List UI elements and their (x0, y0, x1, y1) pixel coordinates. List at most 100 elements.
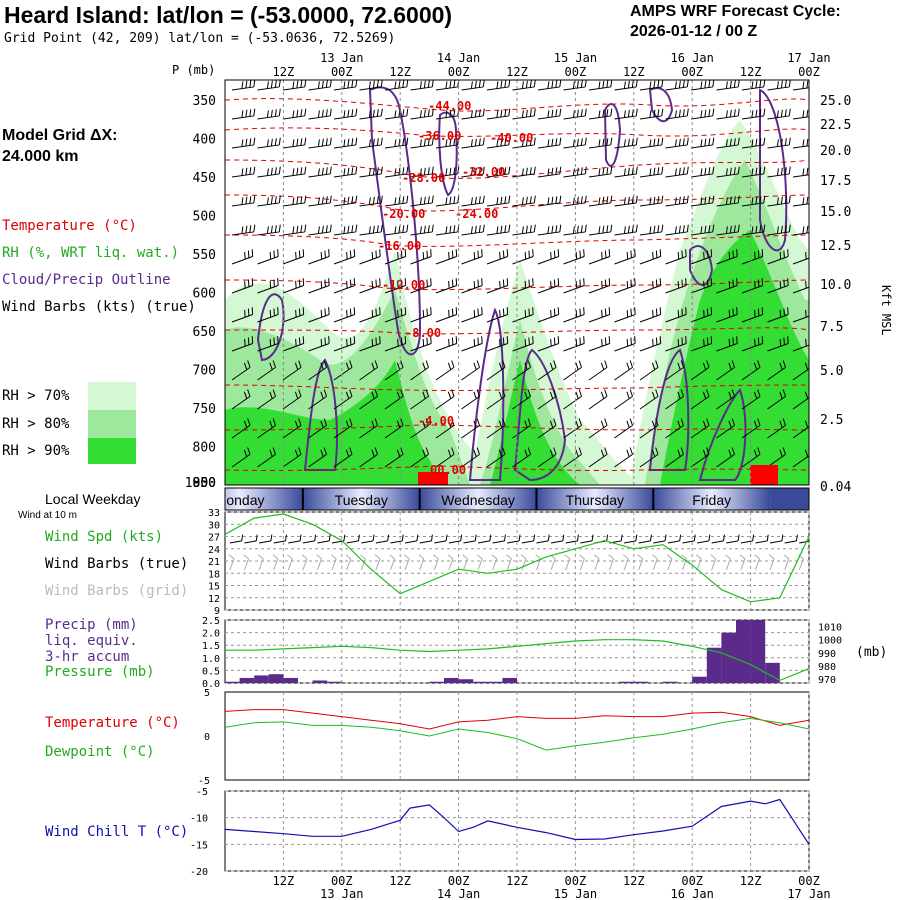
wind-barb (486, 389, 506, 410)
wind-barb (231, 389, 251, 410)
wind-barb (461, 389, 480, 410)
wind-barb (741, 389, 761, 410)
grid-wind-barb (447, 554, 454, 571)
wind-barb (308, 80, 332, 91)
precip-bar (254, 675, 269, 683)
surface-wind-barb (361, 534, 375, 544)
grid-wind-barb (257, 554, 264, 571)
precip-tick: 1.5 (202, 641, 220, 652)
surface-wind-barb (390, 534, 404, 544)
wind-barb (537, 307, 560, 323)
wind-barb (435, 360, 455, 381)
temp-panel: 5 0 -5 Temperature (°C) Dewpoint (°C) (45, 688, 810, 787)
wind-barb (231, 278, 254, 294)
wind-barb (359, 80, 383, 91)
precip-bar (225, 681, 240, 683)
wind-barb (257, 389, 276, 410)
wind-barb (308, 224, 332, 236)
wind-barb (614, 108, 638, 120)
wind-barb (614, 249, 636, 265)
wind-barb (384, 278, 407, 294)
wind-barb (410, 224, 434, 236)
precip-bar (765, 662, 780, 683)
wind-barb (767, 108, 791, 120)
wind-barb (588, 224, 613, 236)
wind-barb (537, 80, 562, 91)
grid-wind-barb (768, 554, 775, 571)
precip-bar (633, 681, 649, 683)
wind-barb (282, 418, 302, 439)
wind-barb (410, 80, 434, 91)
pressure-label: Pressure (mb) (45, 664, 155, 680)
wind-barb (690, 336, 713, 352)
wind-barb (359, 108, 383, 120)
wind-barb (741, 80, 766, 91)
wind-barb (614, 418, 633, 439)
wind-barb (767, 360, 786, 381)
grid-wind-barb (579, 554, 585, 571)
wind-barb (282, 389, 302, 410)
grid-wind-barb (374, 554, 381, 571)
pressure-tick: 1000 (818, 636, 842, 647)
wind-barb (563, 166, 587, 178)
dewpoint-line (225, 717, 809, 751)
precip-bar (721, 632, 736, 683)
wind-barb (767, 278, 789, 294)
wind-barb (282, 80, 307, 91)
height-tick: 15.0 (820, 205, 851, 220)
wind-barb (665, 224, 689, 236)
precip-tick: 2.5 (202, 616, 220, 627)
wind-barb (435, 389, 455, 410)
wind-barb (359, 389, 378, 410)
wind-barb (359, 307, 381, 323)
wind-barb (563, 80, 587, 91)
grid-wind-barb (345, 554, 352, 571)
wind-barb (690, 224, 715, 236)
top-hour-label: 00Z (798, 65, 820, 79)
wind-barb (792, 389, 809, 410)
wind-barb (767, 249, 789, 265)
surface-wind-barb (448, 534, 463, 544)
precip-tick: 2.0 (202, 629, 220, 640)
height-tick: 7.5 (820, 320, 843, 335)
height-tick: 17.5 (820, 174, 851, 189)
grid-wind-barb (535, 554, 542, 571)
surface-wind-barb (434, 534, 448, 544)
wind-barbs (231, 80, 809, 468)
wind-barb (588, 137, 613, 149)
wind-barb (333, 108, 358, 120)
bottom-hour-label: 00Z (448, 874, 470, 888)
bottom-hour-label: 12Z (623, 874, 645, 888)
wind-barb (282, 249, 305, 265)
windchill-panel: -5 -10 -15 -20 Wind Chill T (°C) (45, 787, 810, 878)
wind-barb (614, 389, 633, 410)
grid-wind-barb (506, 554, 512, 571)
weekday-label: Friday (692, 492, 731, 508)
page-title: Heard Island: lat/lon = (-53.0000, 72.60… (4, 2, 453, 28)
wind-barb (792, 279, 809, 294)
wind-barb (333, 166, 358, 178)
precip-bar (619, 681, 634, 683)
wind-barb (614, 278, 636, 294)
wind-barb (588, 80, 613, 91)
wind-barb (410, 195, 434, 207)
height-axis-label: Kft MSL (879, 285, 893, 336)
grid-wind-barb (798, 554, 804, 571)
wind-barb (690, 137, 715, 149)
wind-barb (359, 447, 378, 468)
surface-wind-barb (711, 534, 725, 544)
wind-barb (537, 418, 557, 439)
wind-barb (257, 360, 276, 381)
wind-barb (231, 307, 254, 323)
grid-wind-barb (433, 554, 439, 571)
surface-warm-block (750, 465, 778, 485)
wind-barb (410, 108, 434, 120)
wind-barb (690, 108, 715, 120)
wind-barb (461, 360, 480, 381)
wind-barb (665, 336, 687, 352)
wind-barb (486, 447, 506, 468)
wind-barb (410, 336, 432, 352)
wind-barb (257, 249, 279, 265)
wind-barb (639, 80, 664, 91)
